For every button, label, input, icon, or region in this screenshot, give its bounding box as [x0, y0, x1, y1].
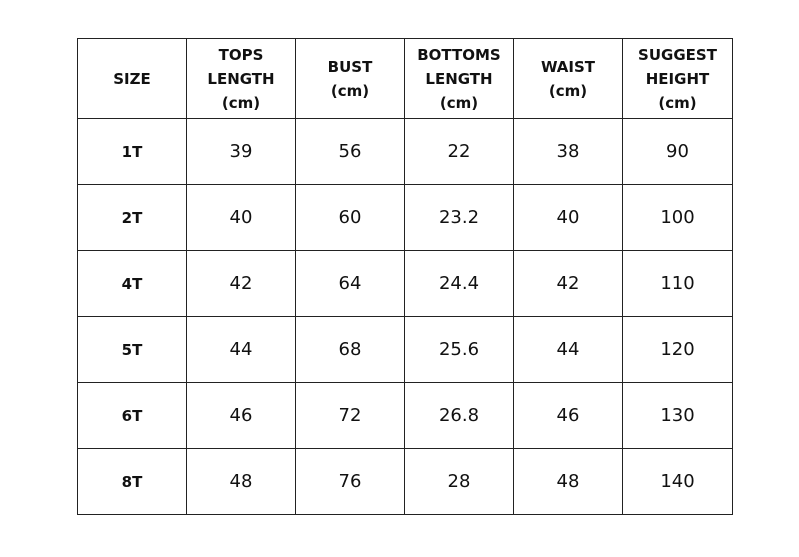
cell-bust: 76 [295, 448, 405, 515]
size-chart-header: SIZE TOPS LENGTH (cm) BUST (cm) BOTTOMS … [77, 38, 733, 119]
cell-size: 4T [77, 250, 187, 317]
table-row: 6T 46 72 26.8 46 130 [77, 382, 733, 449]
cell-suggest-height: 140 [622, 448, 733, 515]
cell-waist: 42 [513, 250, 623, 317]
cell-waist: 46 [513, 382, 623, 449]
cell-bust: 64 [295, 250, 405, 317]
header-bust: BUST (cm) [295, 38, 405, 119]
cell-tops-length: 48 [186, 448, 296, 515]
cell-waist: 38 [513, 118, 623, 185]
cell-bust: 56 [295, 118, 405, 185]
cell-suggest-height: 130 [622, 382, 733, 449]
cell-suggest-height: 110 [622, 250, 733, 317]
cell-size: 2T [77, 184, 187, 251]
cell-tops-length: 46 [186, 382, 296, 449]
header-bottoms-length: BOTTOMS LENGTH (cm) [404, 38, 514, 119]
cell-bust: 72 [295, 382, 405, 449]
header-size: SIZE [77, 38, 187, 119]
table-row: 5T 44 68 25.6 44 120 [77, 316, 733, 383]
cell-tops-length: 42 [186, 250, 296, 317]
table-row: 1T 39 56 22 38 90 [77, 118, 733, 185]
header-row: SIZE TOPS LENGTH (cm) BUST (cm) BOTTOMS … [77, 38, 733, 119]
cell-bottoms-length: 25.6 [404, 316, 514, 383]
cell-bottoms-length: 22 [404, 118, 514, 185]
cell-bottoms-length: 28 [404, 448, 514, 515]
cell-size: 5T [77, 316, 187, 383]
header-tops-length: TOPS LENGTH (cm) [186, 38, 296, 119]
cell-waist: 44 [513, 316, 623, 383]
cell-bottoms-length: 26.8 [404, 382, 514, 449]
size-chart-table: SIZE TOPS LENGTH (cm) BUST (cm) BOTTOMS … [77, 38, 733, 515]
table-row: 4T 42 64 24.4 42 110 [77, 250, 733, 317]
cell-waist: 48 [513, 448, 623, 515]
header-suggest-height: SUGGEST HEIGHT (cm) [622, 38, 733, 119]
cell-bottoms-length: 23.2 [404, 184, 514, 251]
size-chart-body: 1T 39 56 22 38 90 2T 40 60 23.2 40 100 4… [77, 118, 733, 515]
table-row: 2T 40 60 23.2 40 100 [77, 184, 733, 251]
cell-suggest-height: 120 [622, 316, 733, 383]
cell-size: 1T [77, 118, 187, 185]
cell-bust: 60 [295, 184, 405, 251]
header-waist: WAIST (cm) [513, 38, 623, 119]
cell-tops-length: 40 [186, 184, 296, 251]
cell-size: 8T [77, 448, 187, 515]
cell-waist: 40 [513, 184, 623, 251]
cell-bottoms-length: 24.4 [404, 250, 514, 317]
cell-bust: 68 [295, 316, 405, 383]
cell-suggest-height: 90 [622, 118, 733, 185]
table-row: 8T 48 76 28 48 140 [77, 448, 733, 515]
cell-size: 6T [77, 382, 187, 449]
cell-tops-length: 39 [186, 118, 296, 185]
cell-suggest-height: 100 [622, 184, 733, 251]
cell-tops-length: 44 [186, 316, 296, 383]
